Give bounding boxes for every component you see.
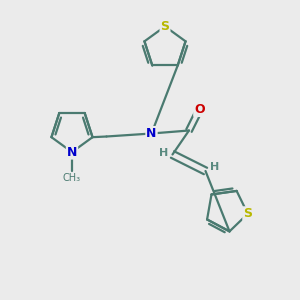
Text: CH₃: CH₃ bbox=[63, 173, 81, 183]
Text: N: N bbox=[146, 127, 157, 140]
Text: H: H bbox=[211, 161, 220, 172]
Text: N: N bbox=[67, 146, 77, 159]
Text: S: S bbox=[243, 207, 252, 220]
Text: S: S bbox=[160, 20, 169, 33]
Text: O: O bbox=[194, 103, 205, 116]
Text: H: H bbox=[159, 148, 168, 158]
